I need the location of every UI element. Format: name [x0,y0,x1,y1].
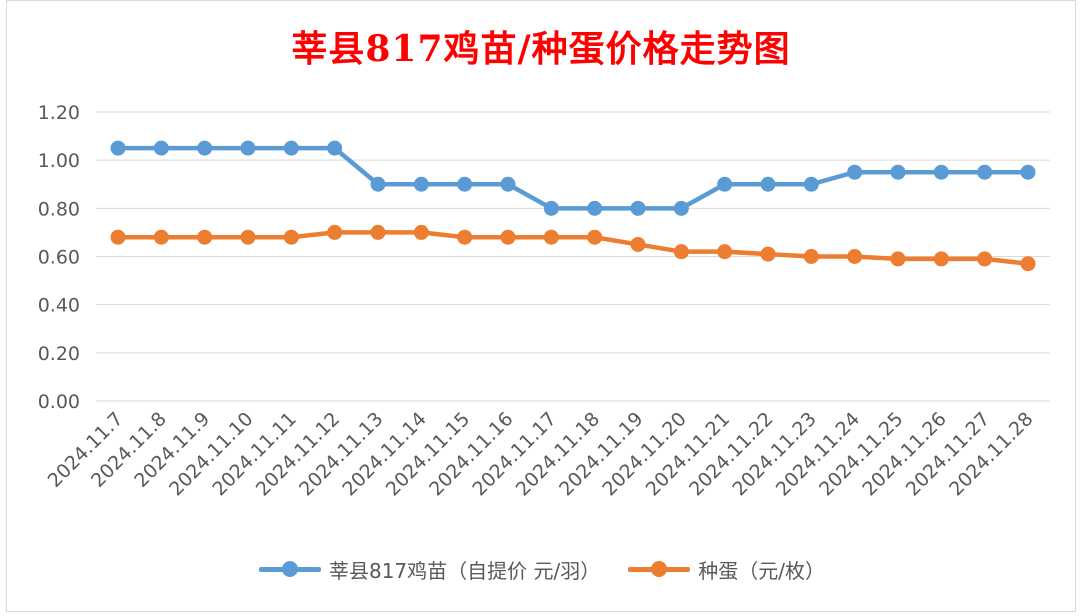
data-point-0-8[interactable] [457,176,473,192]
data-point-1-20[interactable] [977,251,993,267]
data-point-1-11[interactable] [587,229,603,245]
data-point-1-21[interactable] [1020,256,1036,272]
data-point-0-13[interactable] [673,200,689,216]
data-point-0-5[interactable] [327,140,343,156]
data-point-1-19[interactable] [933,251,949,267]
legend: 莘县817鸡苗（自提价 元/羽） 种蛋（元/枚） [0,554,1084,584]
data-point-1-4[interactable] [283,229,299,245]
data-point-1-16[interactable] [803,249,819,264]
chart-frame [6,0,1076,612]
legend-item-egg[interactable]: 种蛋（元/枚） [628,555,825,584]
y-axis-ticks: 0.00 0.20 0.40 0.60 0.80 1.00 1.20 [38,102,80,413]
data-point-1-14[interactable] [717,244,733,260]
data-point-0-14[interactable] [717,176,733,192]
data-point-1-3[interactable] [240,229,256,245]
data-point-1-5[interactable] [327,224,343,240]
data-point-0-6[interactable] [370,176,386,192]
data-point-1-17[interactable] [847,249,863,264]
data-point-0-15[interactable] [760,176,776,192]
data-point-1-15[interactable] [760,246,776,262]
data-point-1-1[interactable] [153,229,169,245]
x-axis-ticks: 2024.11.72024.11.82024.11.92024.11.10202… [44,408,1038,500]
data-point-1-9[interactable] [500,229,516,245]
data-point-0-10[interactable] [543,200,559,216]
data-point-0-3[interactable] [240,140,256,156]
legend-swatch-egg [628,559,691,579]
data-point-0-12[interactable] [630,200,646,216]
gridlines [96,111,1050,402]
data-point-0-4[interactable] [283,140,299,156]
chart-title: 莘县817鸡苗/种蛋价格走势图 [291,28,791,70]
data-point-0-2[interactable] [197,140,213,156]
data-point-0-18[interactable] [890,164,906,180]
legend-label-chick: 莘县817鸡苗（自提价 元/羽） [328,558,601,583]
data-point-1-12[interactable] [630,236,646,252]
data-point-0-16[interactable] [803,176,819,192]
data-point-0-11[interactable] [587,200,603,216]
data-point-1-7[interactable] [413,224,429,240]
legend-label-egg: 种蛋（元/枚） [698,558,826,583]
data-point-1-13[interactable] [673,244,689,260]
series-line-0 [115,145,1031,211]
y-tick-label: 0.80 [38,198,80,220]
data-point-0-9[interactable] [500,176,516,192]
data-point-1-2[interactable] [197,229,213,245]
data-point-1-6[interactable] [370,224,386,240]
y-tick-label: 1.00 [38,150,80,172]
data-point-0-19[interactable] [933,164,949,180]
data-point-0-20[interactable] [977,164,993,180]
y-tick-label: 0.40 [38,295,80,317]
data-point-1-0[interactable] [110,229,126,245]
series-line-1 [115,230,1031,266]
data-point-1-8[interactable] [457,229,473,245]
data-point-1-10[interactable] [543,229,559,245]
data-point-0-1[interactable] [153,140,169,156]
legend-swatch-chick [258,559,321,579]
data-point-0-17[interactable] [847,164,863,180]
data-point-0-21[interactable] [1020,164,1036,180]
data-point-0-0[interactable] [110,140,126,156]
data-point-1-18[interactable] [890,251,906,267]
y-tick-label: 0.00 [38,391,80,413]
y-tick-label: 0.60 [38,247,80,269]
y-tick-label: 1.20 [38,102,80,124]
y-tick-label: 0.20 [38,343,80,365]
legend-item-chick[interactable]: 莘县817鸡苗（自提价 元/羽） [258,555,601,584]
series-group [110,140,1036,272]
data-point-0-7[interactable] [413,176,429,192]
